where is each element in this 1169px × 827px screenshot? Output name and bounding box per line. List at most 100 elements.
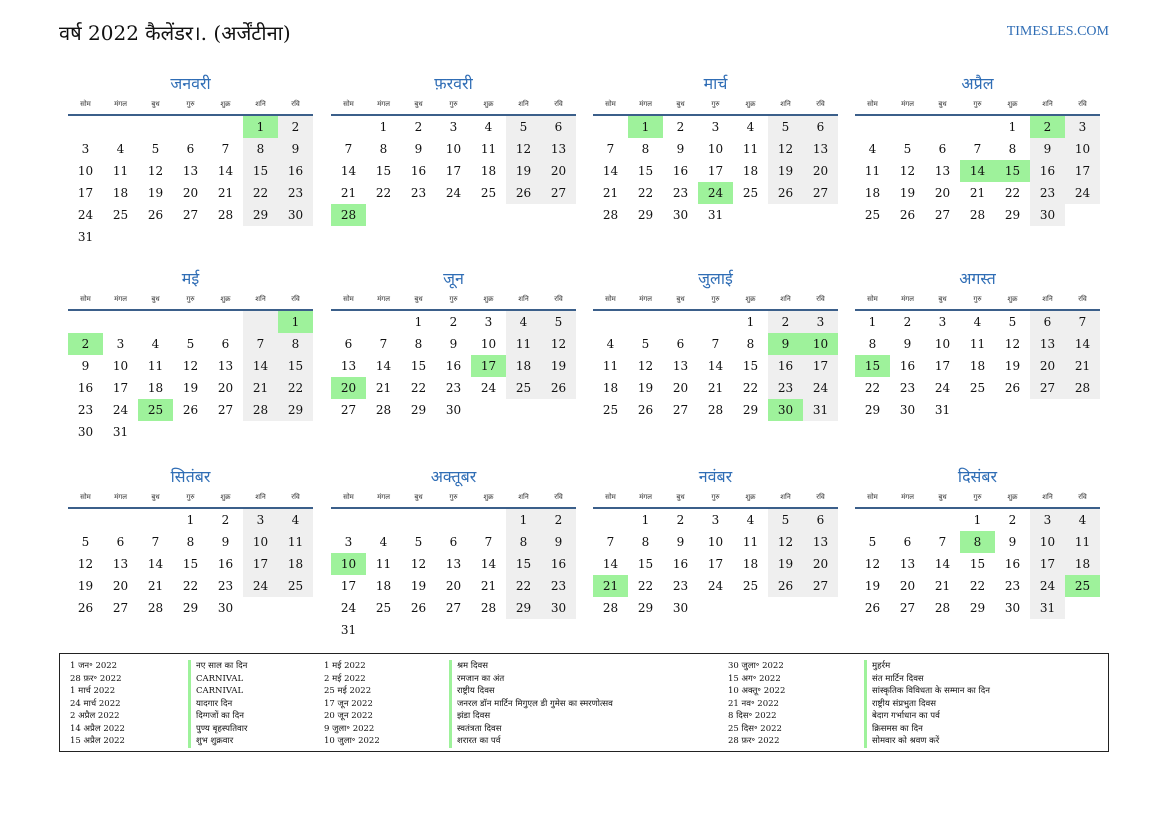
day-cell[interactable]: 7 [221,142,230,156]
day-cell[interactable]: 2 [278,116,313,138]
day-cell[interactable]: 24 [1030,575,1065,597]
day-cell[interactable]: 29 [182,601,199,615]
day-cell[interactable]: 6 [186,142,195,156]
day-cell[interactable]: 11 [506,333,541,355]
day-cell[interactable]: 5 [414,535,423,549]
day-cell[interactable]: 16 [672,164,689,178]
day-cell[interactable]: 29 [637,208,654,222]
day-cell[interactable]: 18 [969,359,986,373]
day-cell[interactable]: 20 [445,579,462,593]
day-cell[interactable]: 26 [506,182,541,204]
day-cell[interactable]: 22 [278,377,313,399]
day-cell[interactable]: 29 [506,597,541,619]
day-cell[interactable]: 12 [506,138,541,160]
day-cell[interactable]: 10 [934,337,951,351]
day-cell[interactable]: 15 [506,553,541,575]
day-cell[interactable]: 18 [278,553,313,575]
day-cell[interactable]: 22 [637,579,654,593]
day-cell[interactable]: 30 [445,403,462,417]
day-cell[interactable]: 28 [480,601,497,615]
day-cell[interactable]: 24 [112,403,129,417]
day-cell[interactable]: 3 [1030,509,1065,531]
holiday-day-cell[interactable]: 8 [960,531,995,553]
day-cell[interactable]: 22 [375,186,392,200]
day-cell[interactable]: 5 [541,311,576,333]
holiday-day-cell[interactable]: 28 [331,204,366,226]
day-cell[interactable]: 13 [340,359,357,373]
day-cell[interactable]: 8 [641,142,650,156]
day-cell[interactable]: 8 [414,337,423,351]
day-cell[interactable]: 1 [641,513,650,527]
day-cell[interactable]: 27 [803,182,838,204]
day-cell[interactable]: 14 [147,557,164,571]
day-cell[interactable]: 16 [217,557,234,571]
day-cell[interactable]: 24 [243,575,278,597]
day-cell[interactable]: 8 [278,333,313,355]
day-cell[interactable]: 18 [506,355,541,377]
day-cell[interactable]: 3 [344,535,353,549]
day-cell[interactable]: 8 [746,337,755,351]
day-cell[interactable]: 7 [711,337,720,351]
day-cell[interactable]: 12 [1004,337,1021,351]
day-cell[interactable]: 21 [707,381,724,395]
day-cell[interactable]: 28 [707,403,724,417]
day-cell[interactable]: 22 [410,381,427,395]
day-cell[interactable]: 23 [1030,182,1065,204]
day-cell[interactable]: 13 [803,138,838,160]
day-cell[interactable]: 9 [1030,138,1065,160]
day-cell[interactable]: 24 [340,601,357,615]
day-cell[interactable]: 17 [243,553,278,575]
day-cell[interactable]: 18 [112,186,129,200]
holiday-day-cell[interactable]: 10 [331,553,366,575]
day-cell[interactable]: 1 [414,315,423,329]
day-cell[interactable]: 19 [899,186,916,200]
day-cell[interactable]: 29 [410,403,427,417]
day-cell[interactable]: 27 [182,208,199,222]
day-cell[interactable]: 11 [480,142,497,156]
day-cell[interactable]: 6 [803,509,838,531]
day-cell[interactable]: 24 [1065,182,1100,204]
day-cell[interactable]: 18 [1065,553,1100,575]
day-cell[interactable]: 21 [340,186,357,200]
day-cell[interactable]: 31 [1030,597,1065,619]
day-cell[interactable]: 11 [602,359,619,373]
day-cell[interactable]: 17 [112,381,129,395]
day-cell[interactable]: 16 [445,359,462,373]
day-cell[interactable]: 16 [1004,557,1021,571]
day-cell[interactable]: 13 [541,138,576,160]
day-cell[interactable]: 13 [934,164,951,178]
holiday-day-cell[interactable]: 20 [331,377,366,399]
day-cell[interactable]: 1 [186,513,195,527]
day-cell[interactable]: 22 [969,579,986,593]
day-cell[interactable]: 27 [899,601,916,615]
day-cell[interactable]: 16 [410,164,427,178]
day-cell[interactable]: 31 [707,208,724,222]
day-cell[interactable]: 14 [480,557,497,571]
holiday-day-cell[interactable]: 10 [803,333,838,355]
day-cell[interactable]: 2 [449,315,458,329]
day-cell[interactable]: 20 [934,186,951,200]
day-cell[interactable]: 6 [1030,311,1065,333]
day-cell[interactable]: 15 [969,557,986,571]
day-cell[interactable]: 15 [410,359,427,373]
day-cell[interactable]: 9 [903,337,912,351]
day-cell[interactable]: 10 [1065,138,1100,160]
day-cell[interactable]: 19 [1004,359,1021,373]
day-cell[interactable]: 11 [112,164,129,178]
day-cell[interactable]: 14 [1065,333,1100,355]
day-cell[interactable]: 31 [340,623,357,637]
day-cell[interactable]: 26 [768,575,803,597]
day-cell[interactable]: 27 [803,575,838,597]
day-cell[interactable]: 24 [934,381,951,395]
holiday-day-cell[interactable]: 25 [1065,575,1100,597]
day-cell[interactable]: 4 [1065,509,1100,531]
day-cell[interactable]: 3 [711,120,720,134]
day-cell[interactable]: 6 [676,337,685,351]
day-cell[interactable]: 24 [445,186,462,200]
day-cell[interactable]: 11 [147,359,164,373]
day-cell[interactable]: 11 [1065,531,1100,553]
day-cell[interactable]: 18 [147,381,164,395]
day-cell[interactable]: 5 [903,142,912,156]
day-cell[interactable]: 28 [969,208,986,222]
day-cell[interactable]: 9 [676,142,685,156]
